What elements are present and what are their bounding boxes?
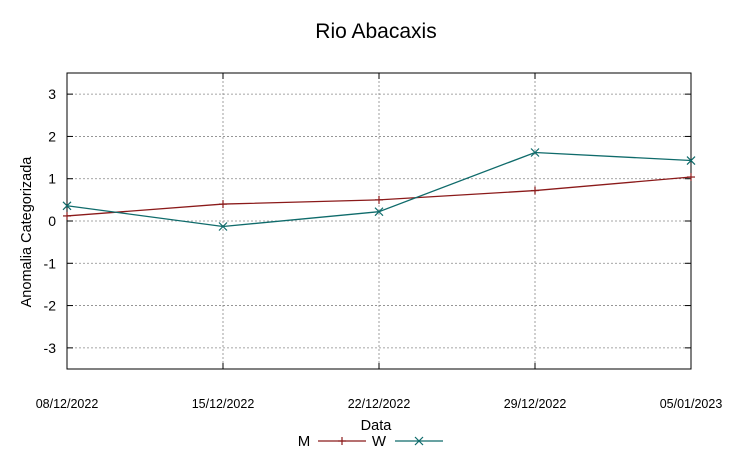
legend-marker-w [414, 436, 424, 446]
y-tick-label: 3 [48, 86, 56, 102]
legend-marker-m [338, 437, 346, 445]
data-point-w [62, 201, 72, 211]
x-tick-label: 15/12/2022 [192, 397, 255, 411]
data-point-m [687, 173, 695, 182]
data-point-w [218, 222, 228, 231]
x-tick-label: 29/12/2022 [504, 397, 567, 411]
data-point-w [686, 156, 696, 165]
x-tick-label: 05/01/2023 [660, 397, 723, 411]
data-point-m [531, 186, 539, 195]
y-axis-label: Anomalia Categorizada [19, 156, 35, 308]
x-tick-label: 08/12/2022 [36, 397, 99, 411]
data-point-m [63, 211, 71, 220]
y-tick-label: -2 [44, 298, 57, 314]
y-tick-label: 0 [48, 213, 56, 229]
legend-label-w: W [372, 433, 387, 450]
data-point-m [375, 195, 383, 204]
chart-title: Rio Abacaxis [315, 20, 436, 43]
y-tick-label: -1 [44, 255, 57, 271]
grid-lines [67, 73, 691, 369]
x-axis-label: Data [361, 418, 393, 434]
series-group [62, 148, 696, 231]
y-axis: -3 -2 -1 0 1 2 3 [44, 86, 691, 356]
data-point-w [374, 207, 384, 217]
y-tick-label: 2 [48, 128, 56, 144]
y-tick-label: -3 [44, 340, 57, 356]
data-point-m [219, 200, 227, 209]
x-axis: 08/12/2022 15/12/2022 22/12/2022 29/12/2022… [36, 73, 723, 411]
x-tick-label: 22/12/2022 [348, 397, 411, 411]
data-point-w [530, 148, 540, 157]
legend-label-m: M [298, 433, 311, 450]
y-tick-label: 1 [48, 171, 56, 187]
